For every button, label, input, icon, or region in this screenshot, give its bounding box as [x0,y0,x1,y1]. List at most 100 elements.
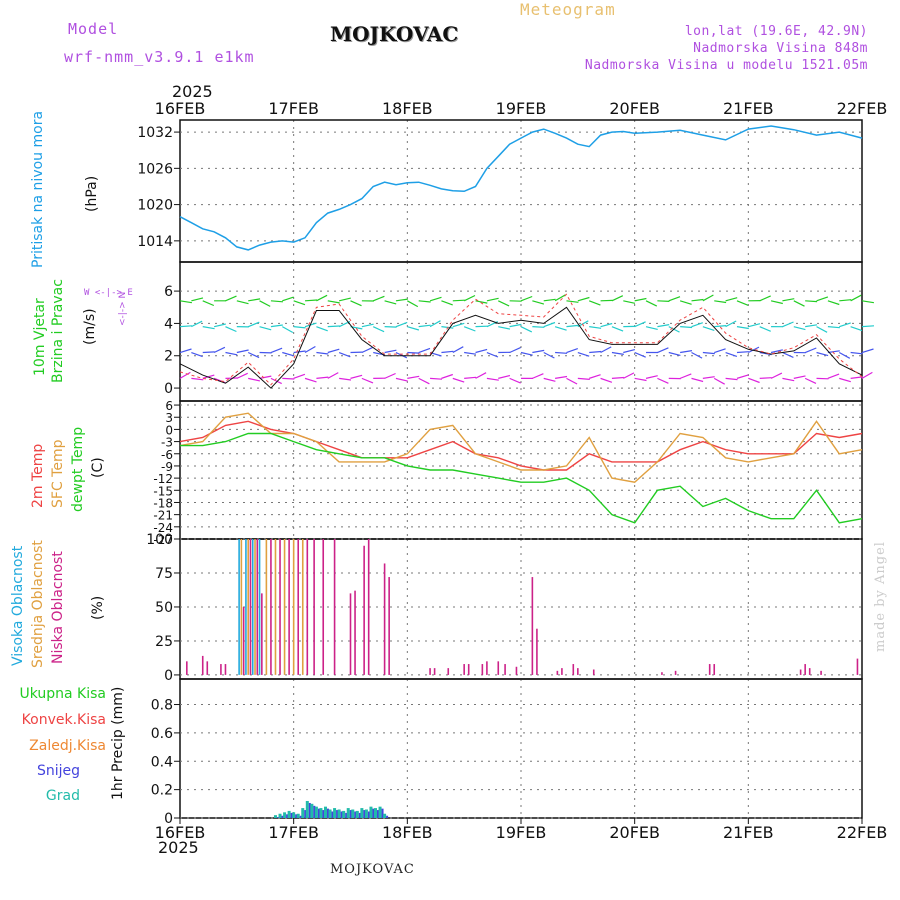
wind-arrow [191,377,204,381]
wind-arrow [611,376,624,379]
y-tick-label: -3 [161,436,173,450]
wind-arrow [509,323,522,328]
wind-arrow [623,349,636,354]
wind-arrow [282,351,294,357]
wind-arrow [225,326,237,333]
precip-bar [273,815,277,818]
wind-arrow [202,351,215,354]
wind-arrow [304,299,318,302]
wind-arrow [361,377,374,384]
wind-arrows [179,294,875,385]
precip-bar [345,812,348,818]
compass-horizontal: W <-|-> E [84,288,133,298]
x-tick-label-top: 20FEB [609,99,660,118]
precip-bar [358,812,361,818]
wind-arrow [838,351,851,359]
precip-bar [286,814,289,818]
wind-arrow [566,377,578,385]
wind-arrow [702,294,714,302]
wind-arrow [861,325,875,328]
precip-conv-label: Konvek.Kisa [21,712,106,728]
wind-arrow [725,351,738,357]
wind-arrow [588,300,601,306]
wind-arrow [566,324,579,328]
model-label: Model [68,20,119,38]
precip-bar [292,812,296,818]
precip-bar [336,810,339,818]
wind-arrow [861,348,874,354]
wind-arrow [520,326,533,333]
precip-bar [381,808,384,818]
wind-arrow [634,377,647,382]
wind-arrow [827,326,840,329]
wind-arrow [452,322,465,328]
wind-arrow [770,300,783,305]
wind-arrow [327,325,340,328]
wind-arrow [191,351,203,358]
precip-bar [310,803,314,818]
precip-bar [374,808,378,818]
wind-arrow [179,300,192,304]
sfctemp-series [179,412,863,483]
wind-arrow [441,373,453,379]
y-tick-label: -27 [153,533,173,547]
wind-arrow [395,377,408,382]
y-tick-label: -9 [161,460,173,474]
wind-arrow [839,377,851,383]
wind-arrow [839,299,852,302]
wind-arrow [600,377,613,383]
wind-arrow [657,300,670,302]
y-tick-label: 0.8 [151,698,173,714]
wind-arrow [441,350,454,354]
wind-arrow [407,300,419,308]
wind-arrow [850,326,863,332]
wind-arrow [293,300,306,306]
wind-arrow [248,298,261,302]
precip-snow-label: Snijeg [36,763,80,779]
wind-arrow [623,372,635,379]
wind-arrow [804,377,817,384]
wind-arrow [816,351,829,357]
wind-arrow [600,322,613,328]
y-tick-label: 75 [155,566,173,582]
wind-arrow [748,323,761,328]
x-tick-label-bottom: 20FEB [609,823,660,842]
wind-arrow [475,348,488,354]
wind-speed-series [179,306,863,389]
y-tick-label: 0.6 [151,726,173,742]
wind-arrow [384,300,397,305]
precip-bar [364,809,368,818]
wind-arrow [213,346,226,354]
wind-arrow [827,373,840,379]
wind-arrow [270,377,282,385]
wind-arrow [452,377,465,383]
y-tick-label: 6 [164,284,173,300]
wind-arrow [645,326,658,330]
wind-arrow [793,375,806,379]
wind-arrow [225,295,237,302]
wind-arrow [270,347,283,354]
wind-arrow [293,350,306,354]
wind-arrow [247,351,260,359]
precip-bar [299,815,302,818]
wind-arrow [725,297,738,302]
precip-bar [340,811,343,818]
wind-arrow [532,373,544,379]
x-tick-label-top: 21FEB [723,99,774,118]
precip-bar [296,813,300,818]
wind-arrow [452,346,464,354]
wind-arrow [282,326,294,334]
wind-arrow [736,326,749,330]
precip-bar [337,809,341,818]
wind-arrow [464,376,477,379]
wind-arrow [372,326,385,333]
wind-arrow [736,351,749,354]
wind-arrow [679,373,692,379]
wind-arrow [532,326,545,328]
wind-arrow [486,377,499,381]
wind-arrow [179,348,192,354]
wind-arrow [247,321,260,328]
wind-arrow [680,350,693,354]
precip-bar [313,805,316,818]
